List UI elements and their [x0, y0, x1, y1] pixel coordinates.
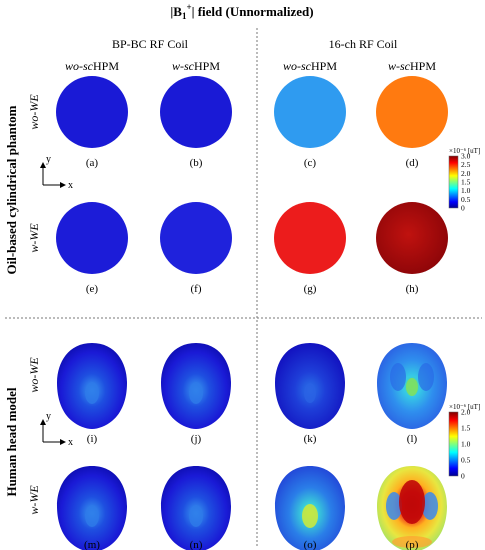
colorbar-bottom-tick-label: 2.0 [461, 408, 471, 417]
field-map-f [160, 202, 232, 274]
panel-label-n: (n) [190, 539, 203, 550]
panel-label-k: (k) [304, 433, 317, 445]
svg-text:x: x [68, 180, 73, 191]
colorbar-top-tick-label: 0.5 [461, 195, 471, 204]
panel-label-g: (g) [304, 283, 317, 295]
axis-indicator-top: y x [40, 154, 73, 191]
colorbar-top-tick-label: 3.0 [461, 152, 471, 161]
panel-label-m: (m) [84, 539, 100, 550]
colorbar-top-tick-label: 0 [461, 204, 465, 213]
field-map-h [376, 202, 448, 274]
section-label-top: Oil-based cylindrical phantom [4, 105, 19, 274]
group-header-right: 16-ch RF Coil [329, 37, 398, 51]
panel-label-i: (i) [87, 433, 98, 445]
field-map-b [160, 76, 232, 148]
field-map-o [275, 466, 345, 550]
colorbar-top-tick-label: 2.0 [461, 169, 471, 178]
field-map-k [275, 343, 345, 429]
group-header-left: BP-BC RF Coil [112, 37, 189, 51]
colorbar-bottom: ×10⁻⁶ [uT] 2.0 1.5 1.0 0.5 0 [448, 403, 480, 481]
field-map-a [56, 76, 128, 148]
field-map-n [161, 466, 231, 550]
column-header-right-wo: wo-scHPM [283, 59, 337, 73]
panel-label-f: (f) [191, 283, 202, 295]
field-map-e [56, 202, 128, 274]
field-map-g [274, 202, 346, 274]
colorbar-top: ×10⁻⁶ [uT] 3.02.52.01.51.00.50 [448, 147, 480, 213]
colorbar-bottom-tick-label: 1.5 [461, 424, 471, 433]
svg-text:y: y [46, 411, 51, 422]
field-map-i [57, 343, 127, 429]
colorbar-bottom-tick-label: 0.5 [461, 456, 471, 465]
colorbar-top-tick-label: 1.5 [461, 178, 471, 187]
field-map-d [376, 76, 448, 148]
field-map-c [274, 76, 346, 148]
row-label-top-wo: wo-WE [27, 94, 41, 130]
colorbar-top-unit: ×10⁻⁶ [uT] [449, 147, 480, 155]
field-map-j [161, 343, 231, 429]
field-map-m [57, 466, 127, 550]
panel-label-a: (a) [86, 157, 99, 169]
row-label-top-w: w-WE [27, 223, 41, 253]
column-header-right-w: w-scHPM [388, 59, 436, 73]
colorbar-bottom-unit: ×10⁻⁶ [uT] [449, 403, 480, 411]
panel-label-h: (h) [406, 283, 419, 295]
column-header-left-wo: wo-scHPM [65, 59, 119, 73]
panel-label-e: (e) [86, 283, 99, 295]
column-header-left-w: w-scHPM [172, 59, 220, 73]
row-label-bottom-wo: wo-WE [27, 357, 41, 393]
axis-indicator-bottom: y x [40, 411, 73, 448]
row-label-bottom-w: w-WE [27, 485, 41, 515]
panel-label-b: (b) [190, 157, 203, 169]
colorbar-top-tick-label: 1.0 [461, 186, 471, 195]
panel-label-l: (l) [407, 433, 418, 445]
panel-label-p: (p) [406, 539, 419, 550]
panel-label-d: (d) [406, 157, 419, 169]
field-map-l [377, 343, 447, 429]
section-label-bottom: Human head model [4, 387, 19, 496]
panel-label-c: (c) [304, 157, 317, 169]
svg-text:y: y [46, 154, 51, 165]
svg-text:x: x [68, 437, 73, 448]
panel-label-j: (j) [191, 433, 202, 445]
figure-title: |B1+| field (Unnormalized) [170, 2, 313, 21]
colorbar-top-tick-label: 2.5 [461, 160, 471, 169]
panel-label-o: (o) [304, 539, 317, 550]
colorbar-bottom-tick-label: 1.0 [461, 440, 471, 449]
colorbar-bottom-tick-label: 0 [461, 472, 465, 481]
field-map-p [377, 466, 447, 550]
